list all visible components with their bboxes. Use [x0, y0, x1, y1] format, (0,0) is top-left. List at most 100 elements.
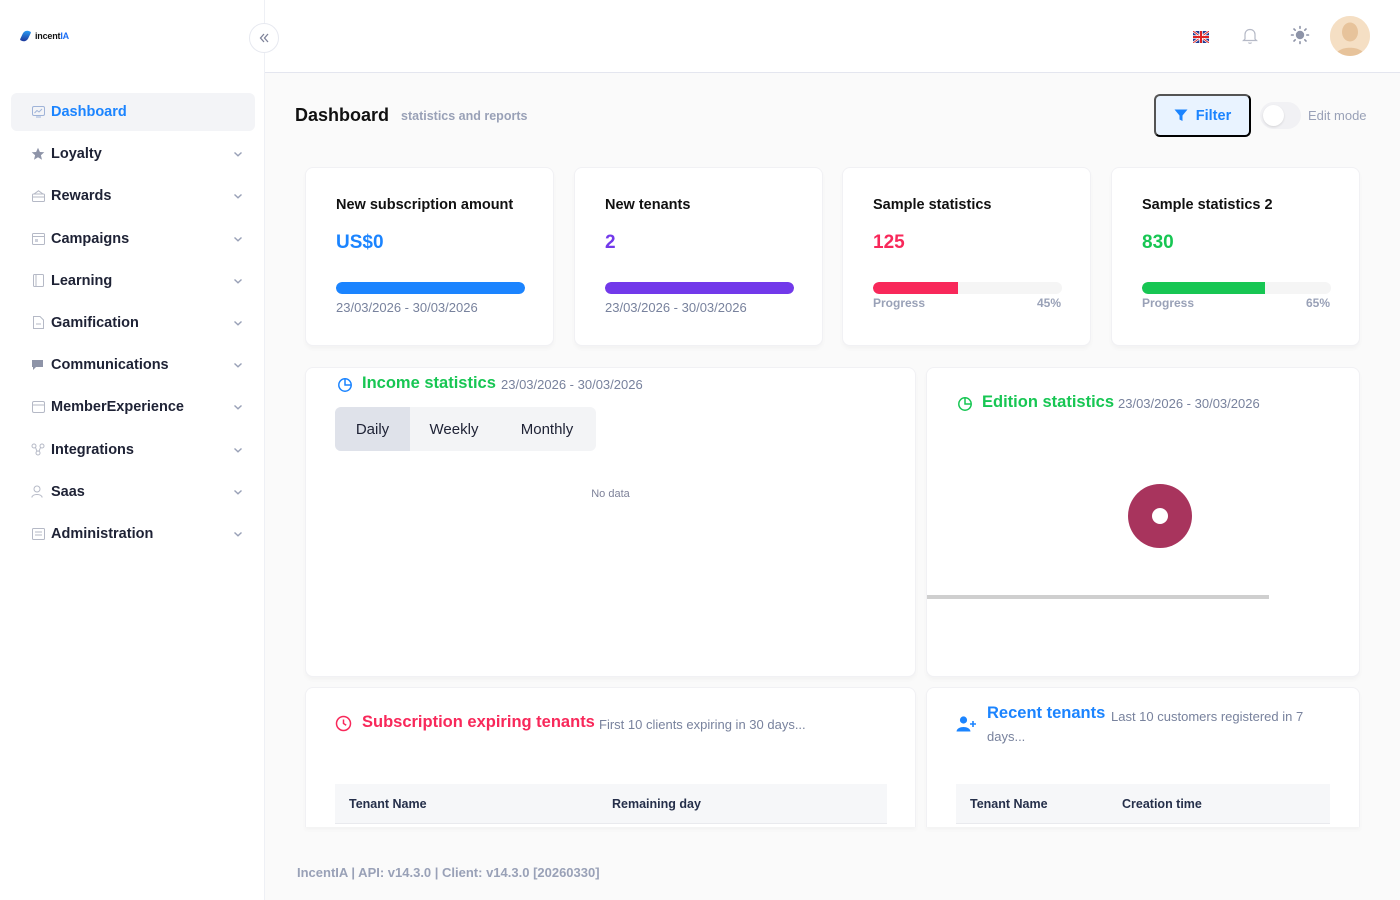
stat-value: 125 — [873, 232, 905, 253]
logo-mark-icon — [20, 29, 32, 43]
chevron-down-icon — [234, 278, 242, 284]
sidebar-item-communications[interactable]: Communications — [11, 346, 255, 384]
edition-title: Edition statistics — [982, 393, 1115, 411]
column-tenant-name[interactable]: Tenant Name — [349, 796, 427, 811]
stat-date-range: 23/03/2026 - 30/03/2026 — [605, 300, 747, 315]
edition-date-range: 23/03/2026 - 30/03/2026 — [1118, 396, 1260, 411]
page-subtitle: statistics and reports — [401, 109, 528, 123]
sidebar-item-rewards[interactable]: Rewards — [11, 177, 255, 215]
edit-mode-toggle[interactable] — [1260, 102, 1301, 129]
sidebar-nav: Dashboard Loyalty Rewards Campaigns — [11, 93, 255, 557]
column-remaining-day[interactable]: Remaining day — [612, 796, 701, 811]
sidebar: incentIA Dashboard Loyalty Rewards — [0, 0, 265, 900]
language-flag-icon[interactable] — [1192, 30, 1210, 44]
chevron-down-icon — [234, 489, 242, 495]
list-icon — [31, 527, 45, 541]
sidebar-item-label: Gamification — [51, 314, 139, 331]
sidebar-item-label: Rewards — [51, 188, 112, 205]
pie-chart-icon — [958, 397, 972, 411]
sidebar-item-integrations[interactable]: Integrations — [11, 431, 255, 469]
income-period-tabs: Daily Weekly Monthly — [335, 407, 596, 451]
stat-card-subscription-amount: New subscription amount US$0 23/03/2026 … — [305, 167, 554, 346]
user-avatar[interactable] — [1330, 16, 1370, 56]
top-header — [265, 0, 1400, 73]
dashboard-icon — [31, 105, 45, 119]
chevron-down-icon — [234, 320, 242, 326]
network-icon — [31, 443, 45, 457]
horizontal-scrollbar[interactable] — [927, 595, 1269, 599]
edition-donut-chart[interactable] — [1128, 484, 1192, 548]
sidebar-item-saas[interactable]: Saas — [11, 473, 255, 511]
column-creation-time[interactable]: Creation time — [1122, 796, 1202, 811]
sidebar-collapse-button[interactable] — [249, 23, 279, 53]
sidebar-item-label: Administration — [51, 525, 154, 542]
expiring-tenants-card: Subscription expiring tenants First 10 c… — [305, 687, 916, 827]
sidebar-item-administration[interactable]: Administration — [11, 515, 255, 553]
document-icon — [31, 316, 45, 330]
add-user-icon — [956, 716, 976, 732]
chevron-down-icon — [234, 152, 242, 157]
stat-card-new-tenants: New tenants 2 23/03/2026 - 30/03/2026 — [574, 167, 823, 346]
stat-title: Sample statistics — [873, 197, 992, 213]
filter-button-label: Filter — [1195, 107, 1232, 124]
sidebar-item-label: MemberExperience — [51, 399, 184, 416]
recent-table-header: Tenant Name Creation time — [956, 784, 1330, 824]
inbox-icon — [31, 400, 45, 414]
stat-card-sample-statistics: Sample statistics 125 Progress 45% — [842, 167, 1091, 346]
tab-weekly[interactable]: Weekly — [429, 420, 479, 438]
stat-value: 2 — [605, 232, 616, 253]
users-icon — [31, 485, 45, 499]
stat-value: 830 — [1142, 232, 1174, 253]
stat-value: US$0 — [336, 232, 384, 253]
edit-mode-label: Edit mode — [1308, 108, 1367, 123]
recent-title: Recent tenants — [987, 704, 1106, 722]
sun-icon[interactable] — [1290, 25, 1310, 45]
stat-title: Sample statistics 2 — [1142, 197, 1273, 213]
income-statistics-card: Income statistics 23/03/2026 - 30/03/202… — [305, 367, 916, 677]
chevron-down-icon — [234, 236, 242, 242]
funnel-icon — [1174, 109, 1188, 121]
stat-progress-label: Progress — [1142, 296, 1195, 310]
sidebar-item-label: Integrations — [51, 441, 134, 458]
recent-subtitle: Last 10 customers registered in 7 days..… — [987, 709, 1304, 744]
pie-chart-icon — [338, 378, 352, 392]
sidebar-item-campaigns[interactable]: Campaigns — [11, 220, 255, 258]
sidebar-item-label: Saas — [51, 483, 85, 500]
double-chevron-left-icon — [259, 33, 269, 43]
book-icon — [31, 274, 45, 288]
clock-icon — [335, 715, 352, 732]
app-logo[interactable]: incentIA — [20, 14, 80, 58]
income-title: Income statistics — [362, 374, 496, 392]
sidebar-item-label: Learning — [51, 272, 113, 289]
sidebar-item-learning[interactable]: Learning — [11, 262, 255, 300]
stat-progress-value: 45% — [1036, 296, 1061, 310]
sidebar-item-dashboard[interactable]: Dashboard — [11, 93, 255, 131]
chevron-down-icon — [234, 363, 242, 368]
income-date-range: 23/03/2026 - 30/03/2026 — [501, 377, 643, 392]
tab-daily[interactable]: Daily — [335, 407, 410, 451]
tab-monthly[interactable]: Monthly — [520, 420, 574, 438]
chevron-down-icon — [234, 531, 242, 537]
column-tenant-name[interactable]: Tenant Name — [970, 796, 1048, 811]
edition-statistics-card: Edition statistics 23/03/2026 - 30/03/20… — [926, 367, 1360, 677]
chevron-down-icon — [234, 447, 242, 453]
stat-title: New tenants — [605, 197, 691, 213]
stat-progress-fill — [1142, 282, 1265, 294]
sidebar-item-gamification[interactable]: Gamification — [11, 304, 255, 342]
sidebar-item-memberexperience[interactable]: MemberExperience — [11, 388, 255, 426]
sidebar-item-label: Communications — [51, 357, 169, 374]
bell-icon[interactable] — [1242, 27, 1258, 45]
stat-card-sample-statistics-2: Sample statistics 2 830 Progress 65% — [1111, 167, 1360, 346]
sidebar-item-loyalty[interactable]: Loyalty — [11, 135, 255, 173]
stat-progress-fill — [605, 282, 794, 294]
filter-button[interactable]: Filter — [1154, 94, 1251, 137]
stat-date-range: 23/03/2026 - 30/03/2026 — [336, 300, 478, 315]
recent-tenants-card: Recent tenants Last 10 customers registe… — [926, 687, 1360, 827]
gift-icon — [31, 189, 45, 203]
stat-progress-label: Progress — [873, 296, 926, 310]
stat-progress-bar — [873, 282, 1062, 294]
expiring-table-header: Tenant Name Remaining day — [335, 784, 887, 824]
stat-title: New subscription amount — [336, 197, 514, 213]
expiring-subtitle: First 10 clients expiring in 30 days... — [599, 717, 806, 732]
stat-progress-fill — [336, 282, 525, 294]
